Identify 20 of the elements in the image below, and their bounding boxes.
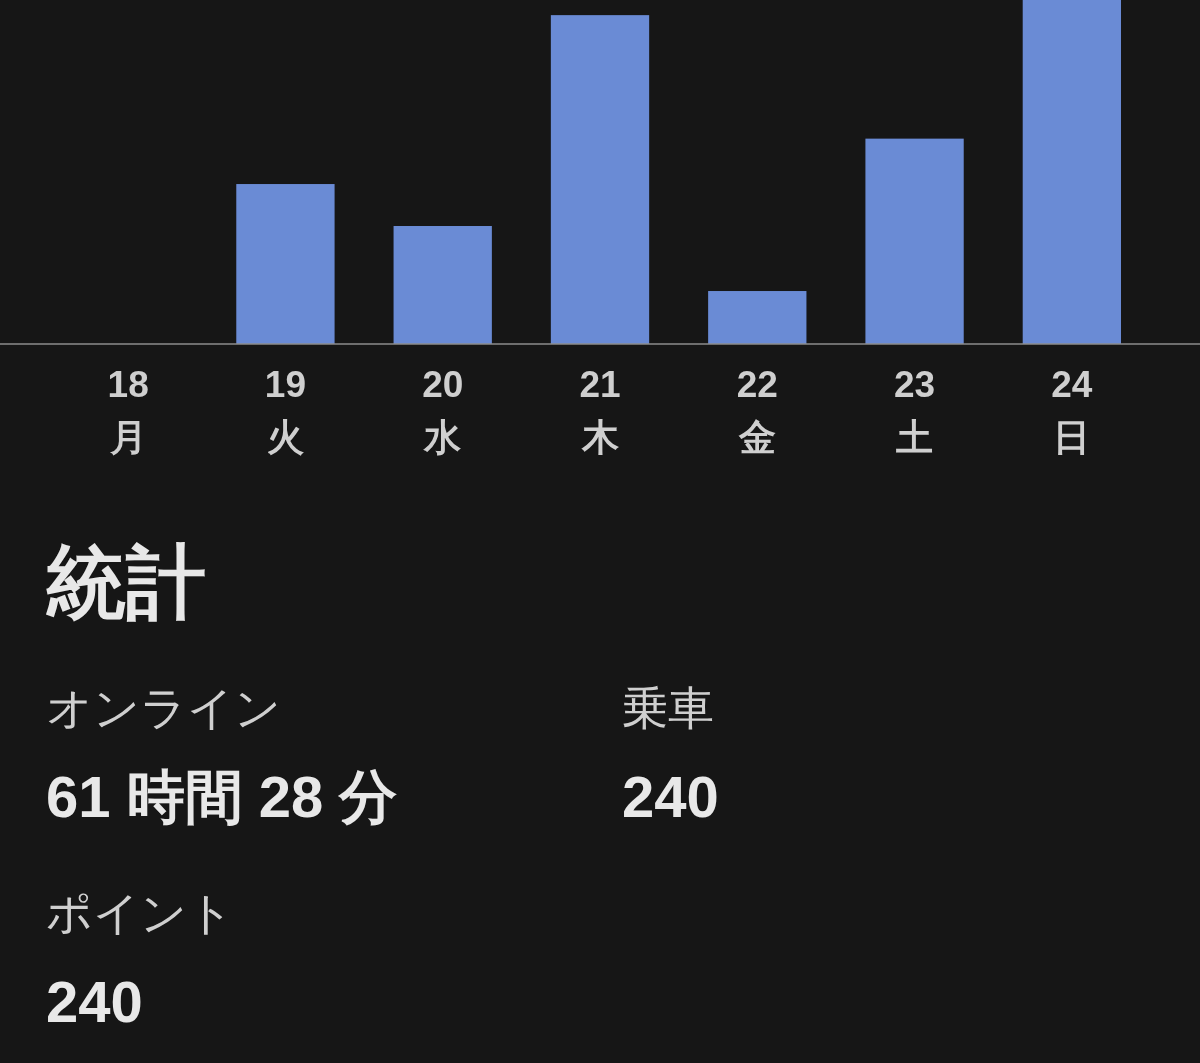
text: 乗車	[622, 682, 714, 734]
bar	[1022, 0, 1122, 344]
x-tick-label: 23 土	[893, 363, 936, 458]
x-tick-label: 18 月	[107, 363, 149, 458]
bar	[236, 184, 335, 344]
bar	[393, 226, 492, 344]
x-tick-label: 20 水	[422, 363, 464, 458]
bar	[550, 15, 650, 344]
text: 240	[46, 968, 143, 1034]
text: 61 時間 28 分	[46, 763, 398, 829]
x-tick-label: 21 木	[579, 363, 621, 458]
text: ポイント	[46, 887, 234, 939]
x-tick-label: 19 火	[264, 363, 307, 458]
text: オンライン	[46, 682, 281, 734]
text: 統計	[45, 537, 206, 627]
x-tick-label: 22 金	[736, 363, 778, 458]
text: 240	[622, 763, 719, 829]
bar	[708, 291, 807, 344]
bar	[865, 138, 964, 344]
x-tick-label: 24 日	[1051, 363, 1093, 458]
